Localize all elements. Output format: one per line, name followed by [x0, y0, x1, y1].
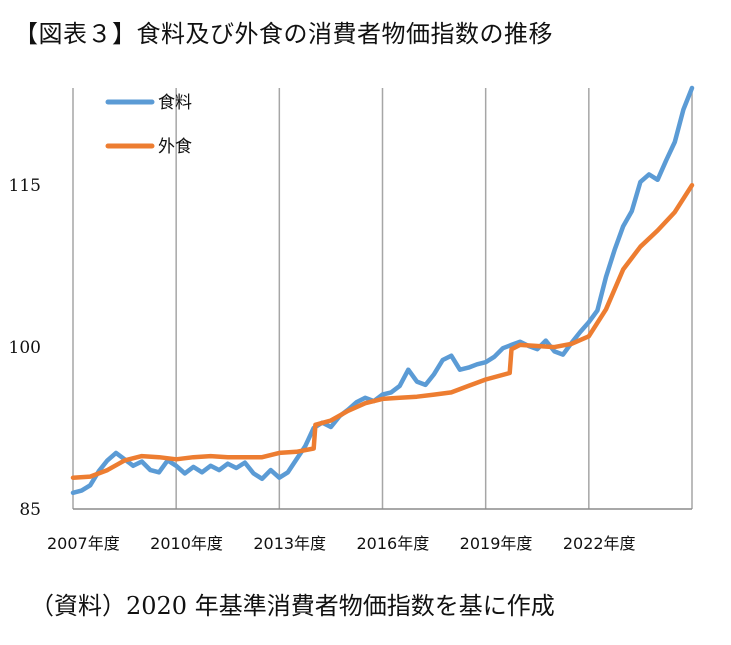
y-tick-label: 100 [9, 338, 41, 358]
x-tick-label: 2016年度 [357, 534, 430, 553]
y-tick-label: 115 [9, 176, 41, 196]
source-note: （資料）2020 年基準消費者物価指数を基に作成 [30, 592, 555, 620]
series-line-1 [70, 182, 695, 480]
x-tick-label: 2010年度 [150, 534, 223, 553]
axes: 85 100 115 2007年度 2010年度 2013年度 2016年度 2019年度 20… [9, 176, 692, 553]
legend-label: 食料 [158, 93, 192, 113]
legend-label: 外食 [158, 137, 192, 157]
series-lines [70, 85, 695, 496]
x-tick-label: 2022年度 [563, 534, 636, 553]
series-line-0 [70, 85, 695, 496]
x-tick-label: 2013年度 [253, 534, 326, 553]
y-tick-label: 85 [19, 500, 41, 520]
x-tick-label: 2007年度 [47, 534, 120, 553]
grid-lines [72, 88, 693, 509]
chart-title: 【図表３】食料及び外食の消費者物価指数の推移 [14, 20, 553, 48]
x-tick-label: 2019年度 [460, 534, 533, 553]
